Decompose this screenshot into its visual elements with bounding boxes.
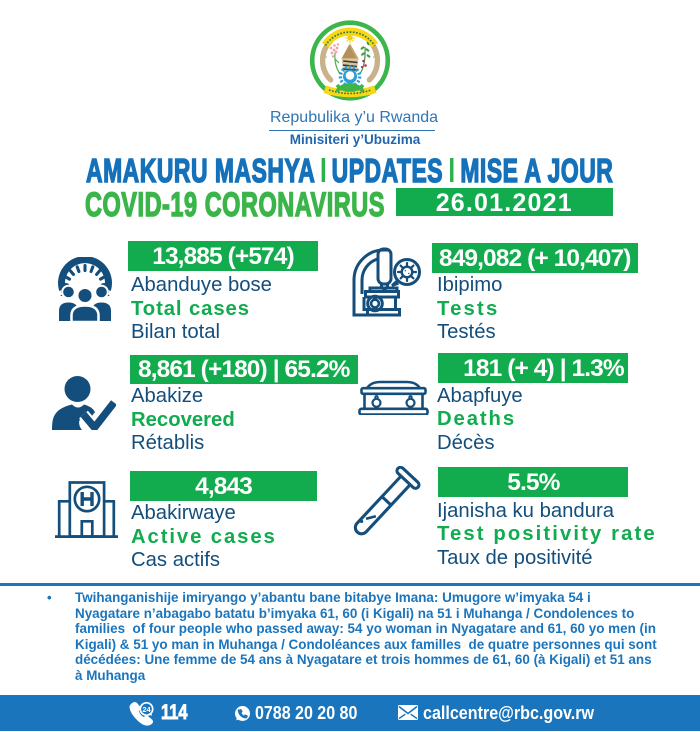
svg-text:24: 24: [142, 705, 151, 714]
